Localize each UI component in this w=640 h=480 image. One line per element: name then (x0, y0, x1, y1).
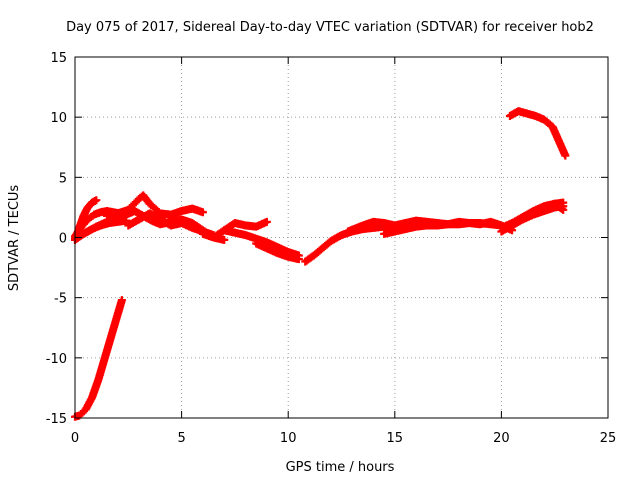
x-tick-label: 5 (177, 431, 185, 446)
y-tick-label: -15 (46, 412, 67, 427)
data-point (561, 151, 570, 160)
y-tick-label: 0 (59, 232, 67, 247)
x-tick-label: 20 (493, 431, 510, 446)
y-tick-label: -10 (46, 352, 67, 367)
series-arc-15 (497, 199, 568, 232)
data-point (559, 198, 568, 207)
x-tick-label: 10 (280, 431, 297, 446)
data-point (262, 217, 271, 226)
x-axis-label: GPS time / hours (286, 460, 395, 475)
series-arc-16 (505, 107, 570, 160)
data-point (559, 205, 568, 214)
series-arc-9 (252, 239, 303, 264)
x-tick-label: 15 (387, 431, 404, 446)
y-axis-label: SDTVAR / TECUs (7, 185, 22, 292)
y-tick-label: 5 (59, 171, 67, 186)
y-tick-label: 10 (50, 111, 67, 126)
data-point (220, 235, 229, 244)
y-tick-label: 15 (50, 51, 67, 66)
x-tick-label: 25 (600, 431, 617, 446)
x-tick-label: 0 (71, 431, 79, 446)
data-point (294, 255, 303, 264)
series-arc-7 (198, 217, 271, 242)
series-arc-12 (343, 216, 506, 236)
data-point (117, 296, 126, 305)
axis-ticks: 0 5 10 15 20 25 -15 -10 -5 0 5 10 15 (46, 51, 617, 446)
chart-title: Day 075 of 2017, Sidereal Day-to-day VTE… (66, 20, 594, 35)
data-point (198, 208, 207, 217)
data-point (92, 196, 101, 205)
series-arc-5 (102, 191, 207, 220)
grid (75, 57, 608, 418)
y-tick-label: -5 (54, 292, 67, 307)
